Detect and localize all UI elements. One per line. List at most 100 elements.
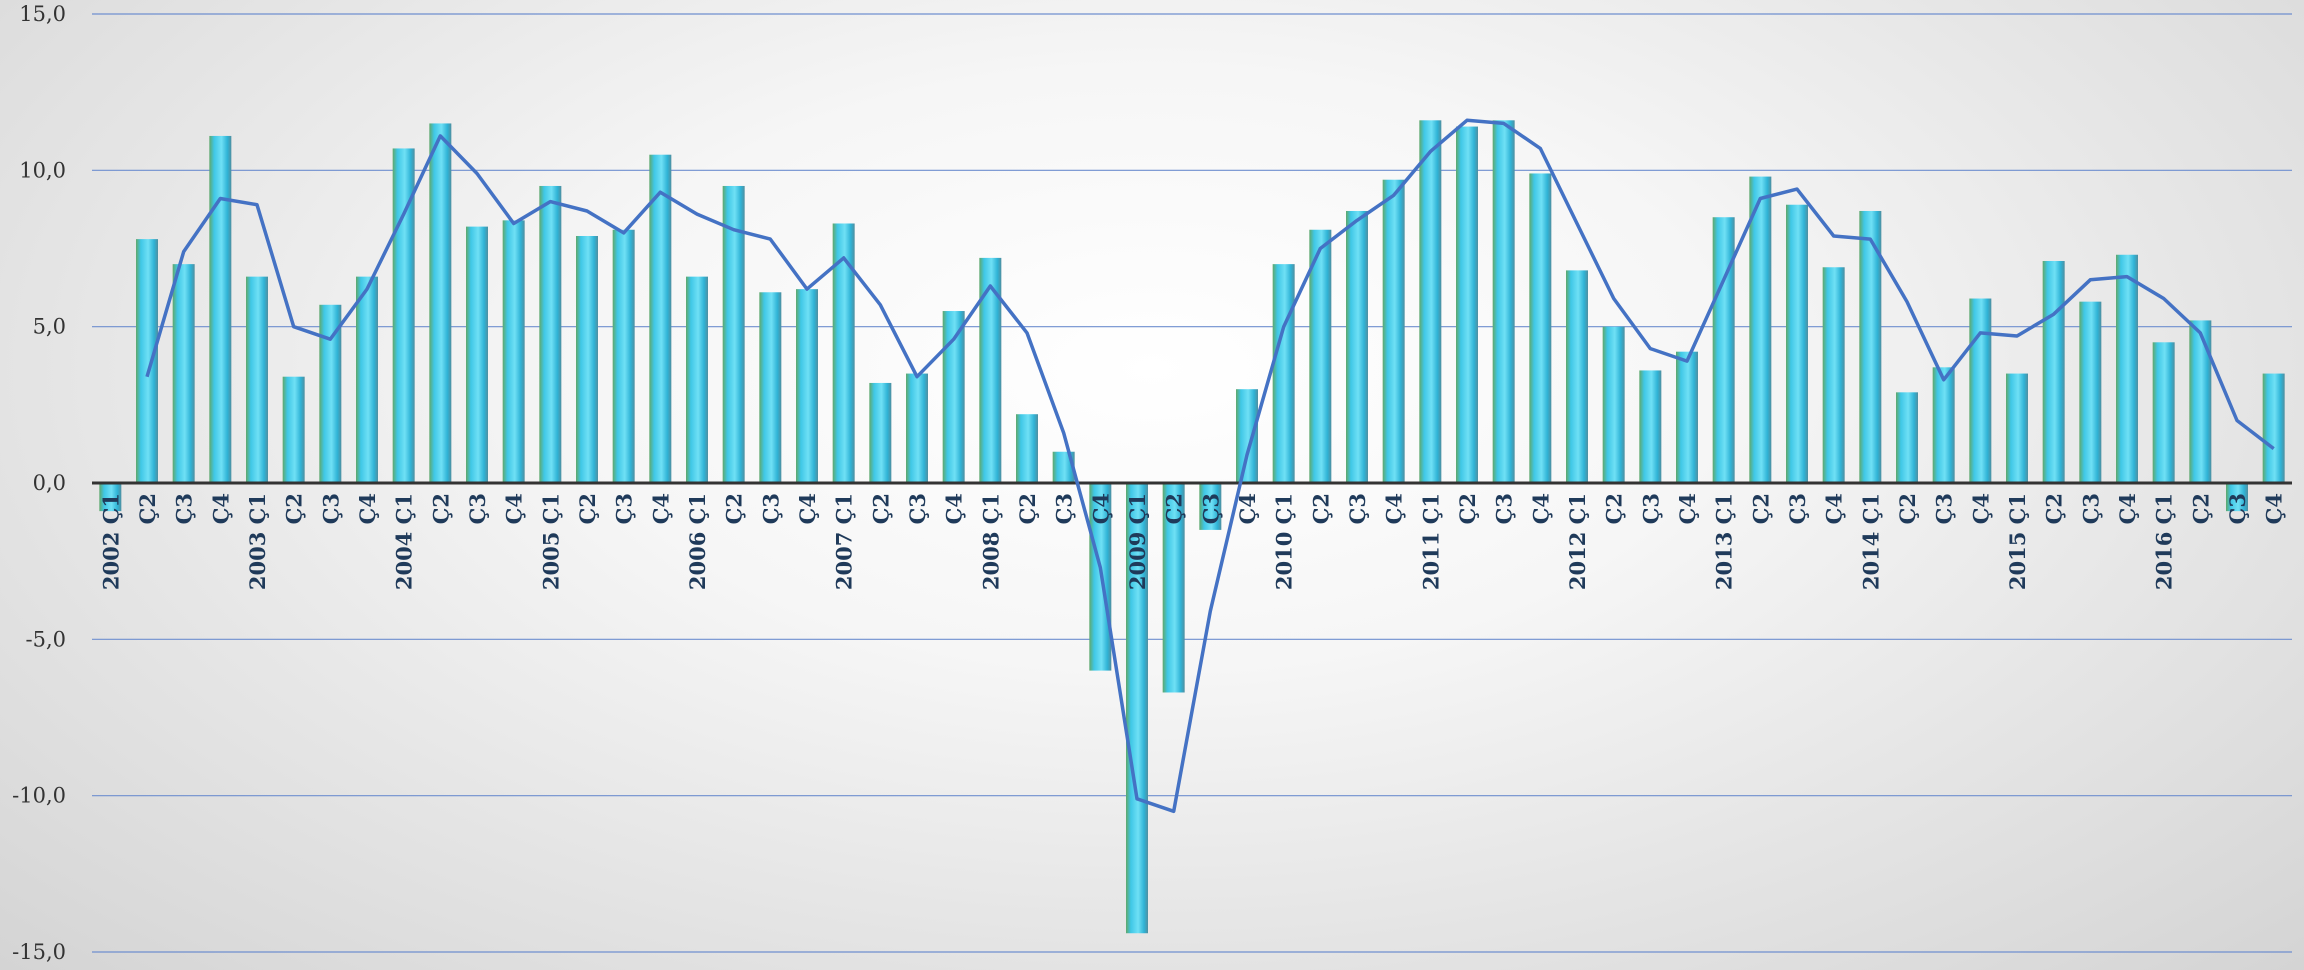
x-tick-label: Ç2 [722,493,747,524]
x-tick-label: 2002 Ç1 [98,493,123,590]
x-tick-label: Ç4 [648,493,673,524]
x-tick-label: 2008 Ç1 [978,493,1003,590]
x-tick-label: Ç3 [1638,493,1663,524]
x-tick-label: 2014 Ç1 [1858,493,1883,590]
x-tick-label: Ç3 [2225,493,2250,524]
bar [942,311,965,483]
bar [319,304,342,483]
x-tick-label: Ç4 [2115,493,2140,524]
x-tick-label: 2012 Ç1 [1565,493,1590,590]
bar [1932,367,1955,483]
x-tick-label: Ç3 [465,493,490,524]
x-tick-label: Ç4 [942,493,967,524]
x-axis-tick-labels: 2002 Ç1 Ç2 Ç3 Ç4 2003 Ç1 Ç2 Ç3 Ç4 2004 Ç1 Ç2 Ç3 Ç4 2… [98,493,2286,590]
x-tick-label: Ç3 [1492,493,1517,524]
x-tick-label: Ç4 [1822,493,1847,524]
x-tick-label: 2009 Ç1 [1125,493,1150,590]
bar [502,220,525,484]
bar [1822,267,1845,483]
bar [2262,373,2285,483]
bar [2226,483,2248,512]
x-tick-label: Ç2 [1015,493,1040,524]
x-tick-label: Ç2 [1455,493,1480,524]
x-tick-label: Ç3 [612,493,637,524]
y-tick-label: -10,0 [12,784,66,808]
bar [1969,298,1992,483]
bar [1382,179,1405,484]
bar [1566,270,1588,483]
bar [1749,176,1772,483]
bar [429,123,452,483]
x-tick-label: Ç3 [1198,493,1223,524]
x-tick-label: Ç4 [355,493,380,524]
grid-lines [92,13,2292,953]
bar [686,276,708,483]
bar [1786,204,1808,483]
bar [2152,342,2175,483]
bar [1712,217,1735,483]
x-tick-label: Ç4 [1528,493,1553,524]
bar [1346,210,1368,484]
bar [612,229,635,483]
bar [282,376,305,483]
x-tick-label: Ç2 [2042,493,2067,524]
x-tick-label: Ç3 [905,493,930,524]
x-tick-label: Ç2 [1162,493,1187,524]
x-tick-label: Ç4 [795,493,820,524]
y-tick-label: -15,0 [12,940,66,964]
bar [1676,351,1698,483]
x-tick-label: Ç3 [2078,493,2103,524]
x-tick-label: Ç4 [502,493,527,524]
x-tick-label: 2003 Ç1 [245,493,270,590]
y-tick-label: 15,0 [19,2,66,26]
bar [906,373,928,483]
x-tick-label: Ç2 [1308,493,1333,524]
x-tick-label: Ç2 [282,493,307,524]
bar [1456,126,1478,483]
bar [1199,483,1222,530]
bar [1492,120,1515,483]
x-tick-label: Ç3 [1932,493,1957,524]
bar [539,185,562,483]
x-tick-label: Ç4 [1675,493,1700,524]
bar [209,135,232,483]
x-tick-label: 2015 Ç1 [2005,493,2030,590]
bar [1602,326,1625,483]
x-tick-label: 2007 Ç1 [832,493,857,590]
bar [722,185,745,483]
x-tick-label: Ç2 [1602,493,1627,524]
bar [466,226,488,483]
x-tick-label: Ç3 [1785,493,1810,524]
bar [1896,392,1918,483]
bar [1236,389,1258,483]
y-axis-tick-labels: 15,0 10,0 5,0 0,0 -5,0 -10,0 -15,0 [12,2,66,964]
x-tick-label: Ç4 [2262,493,2287,524]
bar [2006,373,2028,483]
bar [99,483,122,512]
x-tick-label: Ç3 [1052,493,1077,524]
x-tick-label: Ç4 [1088,493,1113,524]
x-tick-label: Ç3 [318,493,343,524]
x-tick-label: 2016 Ç1 [2152,493,2177,590]
bar [1272,264,1295,483]
bar [1419,120,1442,483]
bar [1309,229,1332,483]
bar [1859,210,1882,484]
bar [1016,414,1038,483]
x-tick-label: Ç4 [1235,493,1260,524]
bar [2116,254,2138,483]
bar [759,292,782,483]
bar [1529,173,1552,483]
bar [1162,483,1185,693]
bar [576,235,598,483]
x-tick-label: Ç2 [868,493,893,524]
x-tick-label: Ç2 [2188,493,2213,524]
bar [2189,320,2212,483]
bar [1126,483,1148,934]
x-tick-label: 2010 Ç1 [1272,493,1297,590]
x-tick-label: Ç2 [1748,493,1773,524]
x-tick-label: 2006 Ç1 [685,493,710,590]
bar [832,223,855,483]
y-tick-label: 5,0 [33,315,66,339]
